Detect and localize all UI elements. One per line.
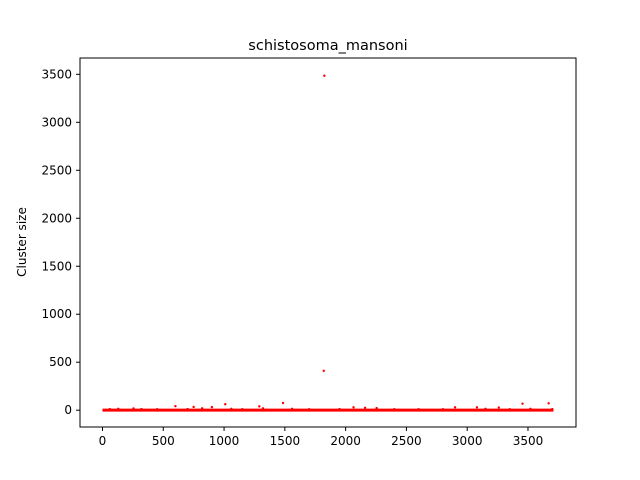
data-point <box>132 407 135 410</box>
data-point <box>521 402 524 405</box>
data-point <box>529 407 532 411</box>
x-axis: 0 500 1000 1500 2000 2500 3000 3500 <box>99 427 544 448</box>
data-point <box>547 402 550 405</box>
y-axis-label: Cluster size <box>15 207 29 277</box>
x-tick-label: 1000 <box>209 434 240 448</box>
y-tick-label: 0 <box>64 403 72 417</box>
data-point <box>117 407 120 410</box>
data-point <box>338 407 341 411</box>
data-point <box>155 408 159 411</box>
data-point <box>307 408 311 411</box>
x-tick-label: 500 <box>152 434 175 448</box>
x-tick-label: 3500 <box>513 434 544 448</box>
data-point <box>258 405 261 408</box>
y-tick-label: 3000 <box>41 115 72 129</box>
y-tick-label: 500 <box>49 355 72 369</box>
plot-frame <box>79 57 577 428</box>
data-point <box>352 406 355 409</box>
data-point <box>174 404 177 408</box>
data-point <box>484 407 487 411</box>
x-tick-label: 0 <box>99 434 107 448</box>
data-point <box>281 401 285 405</box>
x-tick-label: 2000 <box>330 434 361 448</box>
data-point <box>551 407 554 411</box>
x-tick-label: 3000 <box>452 434 483 448</box>
y-tick-label: 2000 <box>41 211 72 225</box>
data-point <box>393 408 396 411</box>
data-point <box>441 408 445 411</box>
data-point <box>375 406 378 410</box>
y-tick-label: 1000 <box>41 307 72 321</box>
x-tick-label: 2500 <box>391 434 422 448</box>
data-point <box>192 405 195 409</box>
data-point <box>417 408 420 411</box>
data-point <box>224 403 227 406</box>
data-point <box>323 74 326 77</box>
data-point <box>200 407 204 410</box>
data-point <box>230 407 233 411</box>
data-point <box>290 407 294 411</box>
data-point <box>210 405 214 409</box>
y-tick-label: 1500 <box>41 259 72 273</box>
data-point <box>322 369 325 373</box>
data-point <box>261 407 265 410</box>
data-point <box>453 406 457 409</box>
y-tick-label: 3500 <box>41 67 72 81</box>
plot-area <box>102 74 554 412</box>
y-axis: 0 500 1000 1500 2000 2500 3000 3500 <box>41 67 80 417</box>
data-point <box>508 408 511 411</box>
x-tick-label: 1500 <box>270 434 301 448</box>
chart-title: schistosoma_mansoni <box>248 38 407 54</box>
data-point <box>186 407 189 411</box>
data-point <box>140 407 143 411</box>
data-point <box>241 408 244 411</box>
y-tick-label: 2500 <box>41 163 72 177</box>
data-point <box>475 406 479 409</box>
data-point <box>497 406 501 409</box>
data-point <box>363 406 367 410</box>
data-point <box>108 407 111 411</box>
